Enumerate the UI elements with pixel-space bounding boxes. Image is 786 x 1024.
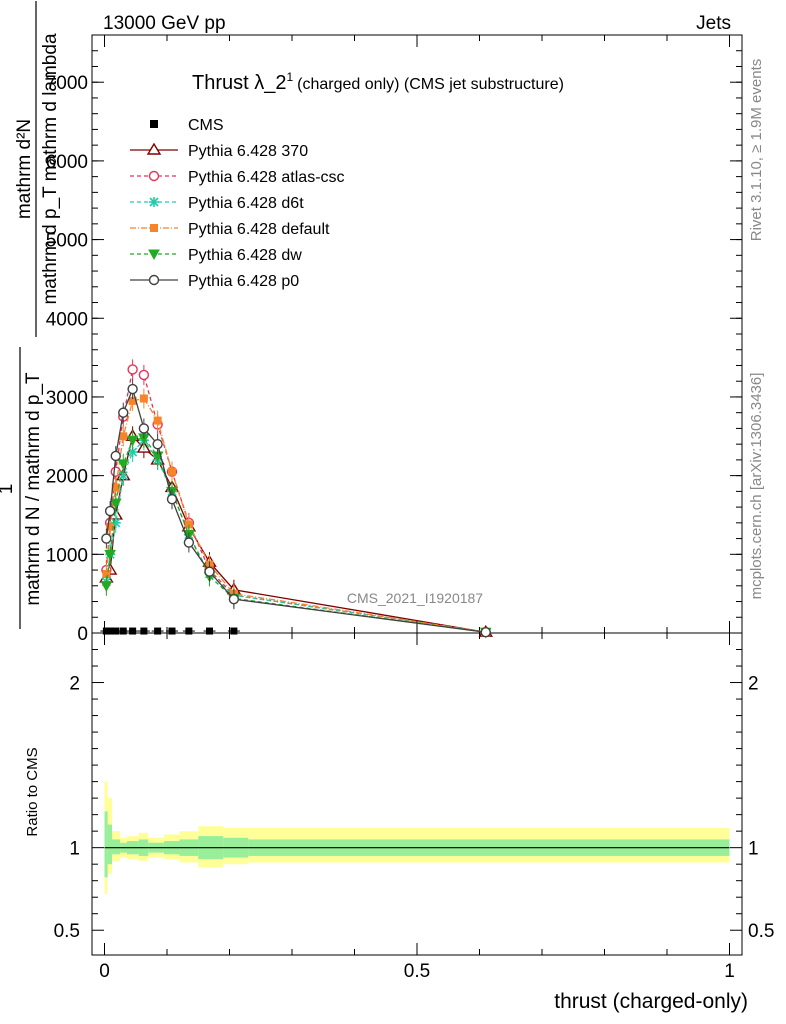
series-5 — [101, 379, 491, 638]
ylabel-main-denominator: mathrm d p_T mathrm d lambda — [40, 33, 61, 304]
y-tick-label: 2000 — [46, 467, 88, 488]
series-point — [128, 396, 137, 405]
rivet-label: Rivet 3.1.10, ≥ 1.9M events — [748, 59, 765, 242]
series-point — [109, 498, 122, 510]
ratio-band-green — [107, 824, 112, 865]
legend-label: Pythia 6.428 d6t — [188, 195, 304, 212]
series-point — [117, 459, 130, 470]
series-point — [127, 364, 138, 375]
x-axis-label: thrust (charged-only) — [554, 990, 748, 1013]
legend-entry: CMS — [150, 117, 224, 134]
series-point — [152, 438, 163, 450]
series-point — [183, 537, 195, 548]
x-tick-label: 1 — [724, 961, 735, 982]
series-point — [138, 423, 150, 434]
series-point — [138, 369, 150, 381]
series-point — [110, 450, 121, 462]
series-line — [105, 397, 486, 633]
legend-entry: Pythia 6.428 atlas-csc — [130, 169, 345, 186]
y-tick-label: 4000 — [46, 309, 88, 330]
mcplots-label: mcplots.cern.ch [arXiv:1306.3436] — [748, 373, 765, 600]
ylabel-prefix-numerator: 1 — [0, 484, 17, 495]
series-point — [118, 470, 129, 481]
legend-label: Pythia 6.428 atlas-csc — [188, 169, 345, 186]
series-point — [166, 494, 178, 505]
ratio-band-green — [104, 811, 108, 878]
energy-label: 13000 GeV pp — [103, 13, 226, 34]
ratio-tick-label-right: 1 — [748, 839, 759, 860]
legend: CMS Pythia 6.428 370 Pythia 6.428 atlas-cs… — [130, 117, 345, 290]
legend-entry: Pythia 6.428 dw — [130, 247, 302, 264]
x-tick-label: 0 — [99, 961, 110, 982]
series-point — [102, 569, 111, 578]
main-ylabel: 1 mathrm d N / mathrm d p_T mathrm d²N m… — [0, 1, 61, 629]
series-point — [111, 483, 120, 492]
legend-marker — [148, 170, 160, 182]
series-line — [105, 437, 486, 633]
ylabel-main-numerator: mathrm d²N — [14, 119, 35, 219]
y-tick-label: 1000 — [46, 545, 88, 566]
series-point — [118, 407, 129, 418]
y-tick-label: 3000 — [46, 388, 88, 409]
legend-label: Pythia 6.428 370 — [188, 143, 308, 160]
y-tick-label: 7000 — [46, 73, 88, 94]
legend-marker — [150, 224, 158, 232]
series-layer — [99, 359, 493, 639]
series-point — [168, 467, 176, 476]
series-line — [105, 387, 486, 633]
series-point — [104, 505, 116, 517]
legend-marker — [148, 249, 160, 261]
legend-label: Pythia 6.428 default — [188, 221, 330, 238]
legend-entry: Pythia 6.428 370 — [130, 142, 308, 160]
legend-marker — [150, 120, 158, 128]
series-point — [104, 549, 116, 561]
axis-ticks: 0 0.5 1 0 1000 2000 3000 4000 5000 6000 7000 0.5 0.5… — [46, 34, 774, 982]
y-tick-label: 5000 — [46, 231, 88, 252]
series-point — [126, 435, 139, 447]
series-point — [100, 581, 113, 592]
plot-title-superscript: 1 — [286, 70, 293, 84]
ratio-uncertainty-bands — [104, 781, 730, 894]
plot-title-subtitle: (charged only) (CMS jet substructure) — [297, 76, 564, 93]
series-point — [106, 522, 115, 531]
plot-title-main: Thrust λ_2 — [192, 72, 286, 94]
series-point — [127, 447, 138, 458]
y-tick-label: 0 — [77, 624, 88, 645]
series-point — [110, 517, 121, 528]
series-point — [127, 383, 138, 395]
ratio-band-green — [112, 839, 121, 855]
series-point — [139, 394, 148, 403]
plot-title: Thrust λ_21 (charged only) (CMS jet subst… — [192, 70, 564, 94]
y-tick-label: 6000 — [46, 152, 88, 173]
ratio-ylabel: Ratio to CMS — [24, 747, 41, 836]
series-point — [480, 627, 491, 638]
ratio-tick-label: 1 — [69, 839, 80, 860]
series-point — [119, 432, 128, 441]
ratio-tick-label: 2 — [69, 674, 80, 695]
series-point — [204, 566, 215, 577]
series-point — [101, 533, 112, 544]
ratio-tick-label-right: 2 — [748, 674, 759, 695]
legend-marker — [149, 197, 159, 207]
ylabel-prefix-denominator: mathrm d N / mathrm d p_T — [23, 372, 44, 606]
analysis-label: CMS_2021_I1920187 — [347, 590, 483, 606]
legend-marker — [146, 142, 162, 155]
series-point — [184, 520, 193, 529]
ratio-plot-frame — [91, 632, 743, 956]
legend-entry: Pythia 6.428 d6t — [130, 195, 304, 212]
legend-label: CMS — [188, 117, 224, 134]
ratio-tick-label: 0.5 — [54, 921, 80, 942]
cms-data — [100, 627, 240, 635]
series-point — [153, 416, 162, 425]
series-point — [228, 593, 240, 605]
process-label: Jets — [696, 13, 731, 34]
legend-entry: Pythia 6.428 p0 — [130, 273, 299, 290]
legend-label: Pythia 6.428 dw — [188, 247, 302, 264]
legend-label: Pythia 6.428 p0 — [188, 273, 299, 290]
legend-entry: Pythia 6.428 default — [130, 221, 330, 238]
ratio-tick-label-right: 0.5 — [748, 921, 774, 942]
legend-marker — [148, 274, 160, 286]
x-tick-label: 0.5 — [404, 961, 430, 982]
